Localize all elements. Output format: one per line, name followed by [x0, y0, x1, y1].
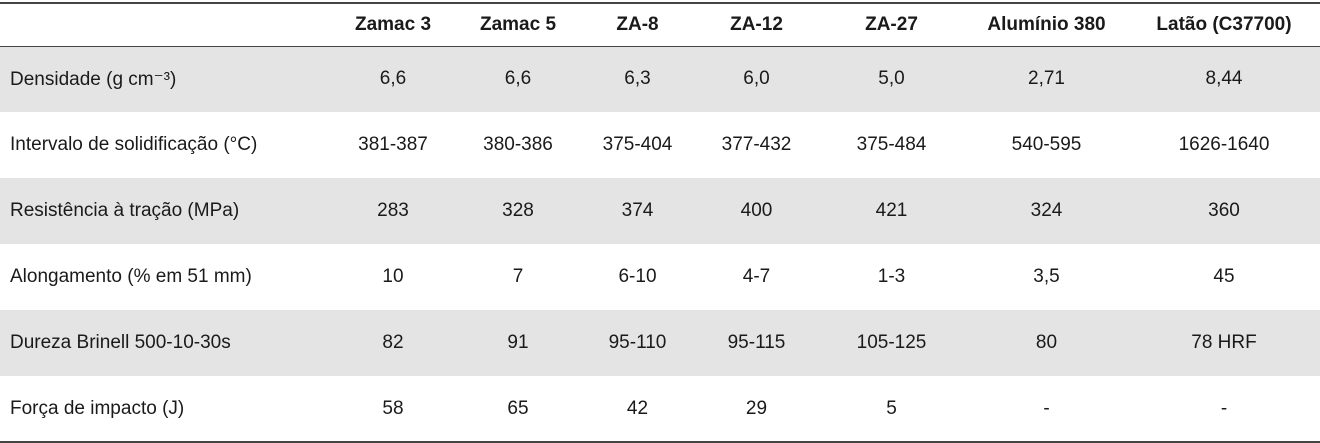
column-header: Alumínio 380 [987, 13, 1106, 35]
table-row: Resistência à tração (MPa) 283 328 374 400 42… [0, 178, 1320, 244]
cell: 540-595 [1011, 134, 1082, 155]
cell: 58 [382, 397, 404, 419]
row-label: Intervalo de solidificação (°C) [10, 134, 258, 155]
corner-cell [0, 3, 330, 46]
cell: 29 [745, 397, 768, 419]
table-row: Alongamento (% em 51 mm) 10 7 6-10 4-7 1-3 3,5… [0, 244, 1320, 310]
cell: - [1043, 397, 1050, 419]
cell: 10 [382, 266, 404, 287]
cell: - [1220, 397, 1228, 419]
column-header: ZA-8 [616, 13, 659, 35]
table-body: Densidade (g cm⁻³) 6,6 6,6 6,3 6,0 5,0 2,71 8,4… [0, 46, 1320, 442]
cell: 45 [1213, 266, 1235, 287]
cell: 78 HRF [1191, 332, 1257, 353]
cell: 400 [740, 200, 773, 221]
table-row: Força de impacto (J) 58 65 42 29 5 - - [0, 376, 1320, 442]
cell: 95-115 [727, 332, 786, 353]
cell: 283 [377, 200, 409, 221]
cell: 360 [1208, 200, 1240, 221]
cell: 377-432 [721, 134, 792, 155]
column-header: Latão (C37700) [1156, 13, 1292, 35]
cell: 374 [621, 200, 654, 221]
row-label: Dureza Brinell 500-10-30s [10, 332, 231, 353]
cell: 42 [626, 397, 649, 419]
cell: 5,0 [878, 68, 905, 90]
cell: 6,6 [504, 68, 532, 90]
column-header: Zamac 3 [354, 13, 432, 35]
row-label: Alongamento (% em 51 mm) [10, 266, 252, 287]
cell: 6,0 [743, 68, 770, 90]
table-row: Dureza Brinell 500-10-30s 82 91 95-110 95-11… [0, 310, 1320, 376]
cell: 6,3 [624, 68, 651, 90]
table-header: Zamac 3 Zamac 5 ZA-8 ZA-12 ZA-27 Alumínio 380… [0, 3, 1320, 46]
cell: 381-387 [358, 134, 428, 155]
cell: 421 [875, 200, 908, 221]
row-label: Força de impacto (J) [10, 397, 185, 419]
cell: 105-125 [856, 332, 927, 353]
cell: 82 [382, 332, 404, 353]
cell: 1626-1640 [1178, 134, 1270, 155]
cell: 7 [512, 266, 524, 287]
cell: 2,71 [1028, 68, 1065, 90]
cell: 4-7 [742, 266, 771, 287]
column-header: Zamac 5 [479, 13, 557, 35]
row-label: Resistência à tração (MPa) [10, 200, 240, 221]
cell: 65 [507, 397, 529, 419]
cell: 8,44 [1205, 68, 1243, 90]
table-row: Intervalo de solidificação (°C) 381-387 38… [0, 112, 1320, 178]
cell: 6-10 [618, 266, 657, 287]
cell: 80 [1035, 332, 1058, 353]
cell: 3,5 [1033, 266, 1060, 287]
header-row: Zamac 3 Zamac 5 ZA-8 ZA-12 ZA-27 Alumínio 380… [0, 3, 1320, 46]
cell: 6,6 [379, 68, 407, 90]
cell: 1-3 [877, 266, 906, 287]
cell: 328 [502, 200, 534, 221]
cell: 95-110 [608, 332, 667, 353]
cell: 5 [886, 397, 897, 419]
cell: 91 [507, 332, 529, 353]
column-header: ZA-27 [865, 13, 918, 35]
cell: 324 [1030, 200, 1063, 221]
table-row: Densidade (g cm⁻³) 6,6 6,6 6,3 6,0 5,0 2,71 8,4… [0, 46, 1320, 112]
row-label: Densidade (g cm⁻³) [10, 68, 177, 90]
column-header: ZA-12 [730, 13, 783, 35]
cell: 380-386 [483, 134, 553, 155]
cell: 375-484 [856, 134, 927, 155]
cell: 375-404 [602, 134, 673, 155]
